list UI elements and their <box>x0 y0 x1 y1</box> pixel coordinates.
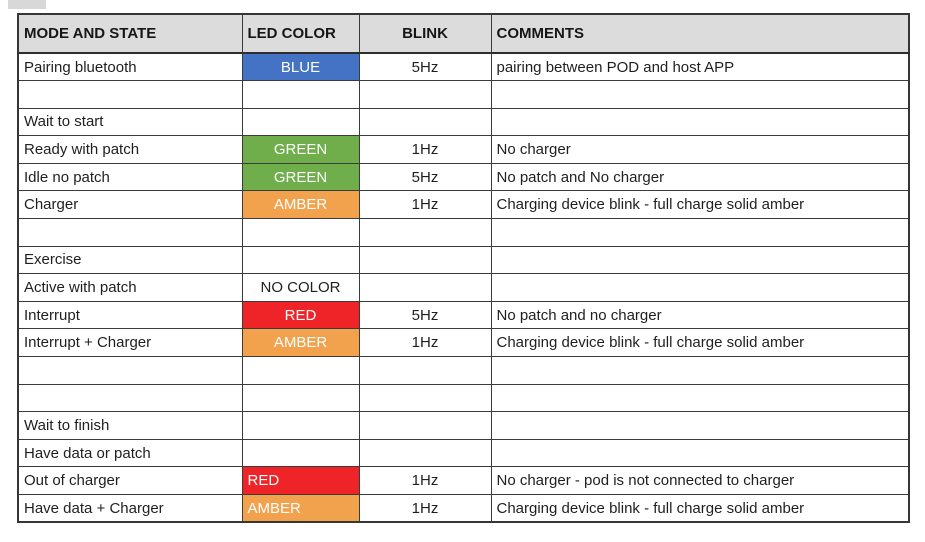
cell-mode-state: Charger <box>17 190 243 220</box>
cell-comment <box>490 438 910 468</box>
cell-comment: Charging device blink - full charge soli… <box>490 190 910 220</box>
cell-blink: 1Hz <box>358 190 492 220</box>
cell-comment <box>490 218 910 247</box>
cell-mode-state: Interrupt <box>17 300 243 330</box>
cell-blink <box>358 411 492 440</box>
cell-mode-state: Pairing bluetooth <box>17 52 243 82</box>
cell-blink <box>358 438 492 468</box>
cell-blink <box>358 383 492 413</box>
cell-blink: 1Hz <box>358 328 492 358</box>
header-row: MODE AND STATE LED COLOR BLINK COMMENTS <box>17 13 910 54</box>
cell-blink <box>358 218 492 247</box>
cell-led-color: BLUE <box>241 52 360 82</box>
table-row: Charger AMBER 1Hz Charging device blink - f… <box>17 190 910 220</box>
cell-led-color <box>241 245 360 275</box>
cell-comment: No patch and No charger <box>490 162 910 192</box>
cell-comment <box>490 80 910 109</box>
cell-led-color: GREEN <box>241 162 360 192</box>
cell-comment <box>490 245 910 275</box>
table-row: Interrupt RED 5Hz No patch and no charger <box>17 300 910 330</box>
cell-blink <box>358 245 492 275</box>
cell-led-color <box>241 411 360 440</box>
table-header: MODE AND STATE LED COLOR BLINK COMMENTS <box>17 13 910 54</box>
cell-mode-state: Exercise <box>17 245 243 275</box>
table-row <box>17 356 910 385</box>
cell-led-color <box>241 356 360 385</box>
cell-blink <box>358 80 492 109</box>
header-comments: COMMENTS <box>490 13 910 54</box>
cell-blink: 1Hz <box>358 494 492 523</box>
table-row: Pairing bluetooth BLUE 5Hz pairing between … <box>17 52 910 82</box>
table-row: Active with patch NO COLOR <box>17 273 910 302</box>
table-row: Have data or patch <box>17 438 910 468</box>
cell-led-color <box>241 107 360 137</box>
cell-comment <box>490 107 910 137</box>
cell-comment <box>490 383 910 413</box>
cell-mode-state: Wait to start <box>17 107 243 137</box>
cell-comment <box>490 273 910 302</box>
cell-blink <box>358 356 492 385</box>
cell-led-color <box>241 383 360 413</box>
cell-mode-state <box>17 356 243 385</box>
cell-comment: pairing between POD and host APP <box>490 52 910 82</box>
table-row <box>17 218 910 247</box>
cell-led-color: RED <box>241 466 360 495</box>
table-row: Ready with patch GREEN 1Hz No charger <box>17 135 910 164</box>
table-row: Out of charger RED 1Hz No charger - pod is … <box>17 466 910 495</box>
cell-blink: 5Hz <box>358 52 492 82</box>
table-row <box>17 80 910 109</box>
cell-led-color <box>241 438 360 468</box>
cell-comment <box>490 411 910 440</box>
cell-led-color: NO COLOR <box>241 273 360 302</box>
table-row: Exercise <box>17 245 910 275</box>
table-row <box>17 383 910 413</box>
led-state-table: MODE AND STATE LED COLOR BLINK COMMENTS … <box>17 13 910 524</box>
cell-blink <box>358 107 492 137</box>
cell-blink: 1Hz <box>358 135 492 164</box>
cell-comment <box>490 356 910 385</box>
cell-blink: 1Hz <box>358 466 492 495</box>
cell-mode-state: Wait to finish <box>17 411 243 440</box>
cell-comment: No charger <box>490 135 910 164</box>
cell-comment: No patch and no charger <box>490 300 910 330</box>
cell-blink: 5Hz <box>358 300 492 330</box>
cell-mode-state <box>17 383 243 413</box>
cell-comment: Charging device blink - full charge soli… <box>490 328 910 358</box>
cell-mode-state <box>17 218 243 247</box>
cell-led-color: RED <box>241 300 360 330</box>
cell-blink: 5Hz <box>358 162 492 192</box>
table-body: Pairing bluetooth BLUE 5Hz pairing between … <box>17 52 910 523</box>
cell-mode-state: Have data + Charger <box>17 494 243 523</box>
cell-led-color: GREEN <box>241 135 360 164</box>
header-blink: BLINK <box>358 13 492 54</box>
cell-comment: Charging device blink - full charge soli… <box>490 494 910 523</box>
cell-led-color <box>241 80 360 109</box>
cell-blink <box>358 273 492 302</box>
cell-mode-state: Ready with patch <box>17 135 243 164</box>
cell-led-color: AMBER <box>241 328 360 358</box>
cell-led-color <box>241 218 360 247</box>
cell-mode-state: Active with patch <box>17 273 243 302</box>
cell-mode-state: Idle no patch <box>17 162 243 192</box>
table-row: Wait to start <box>17 107 910 137</box>
table-row: Have data + Charger AMBER 1Hz Charging devi… <box>17 494 910 523</box>
cell-mode-state: Out of charger <box>17 466 243 495</box>
header-led-color: LED COLOR <box>241 13 360 54</box>
header-mode-and-state: MODE AND STATE <box>17 13 243 54</box>
cell-led-color: AMBER <box>241 190 360 220</box>
table-row: Idle no patch GREEN 5Hz No patch and No cha… <box>17 162 910 192</box>
cell-mode-state <box>17 80 243 109</box>
cell-comment: No charger - pod is not connected to cha… <box>490 466 910 495</box>
cell-mode-state: Interrupt + Charger <box>17 328 243 358</box>
sheet-corner-remnant <box>8 0 46 9</box>
cell-mode-state: Have data or patch <box>17 438 243 468</box>
table-row: Interrupt + Charger AMBER 1Hz Charging devi… <box>17 328 910 358</box>
table-row: Wait to finish <box>17 411 910 440</box>
cell-led-color: AMBER <box>241 494 360 523</box>
